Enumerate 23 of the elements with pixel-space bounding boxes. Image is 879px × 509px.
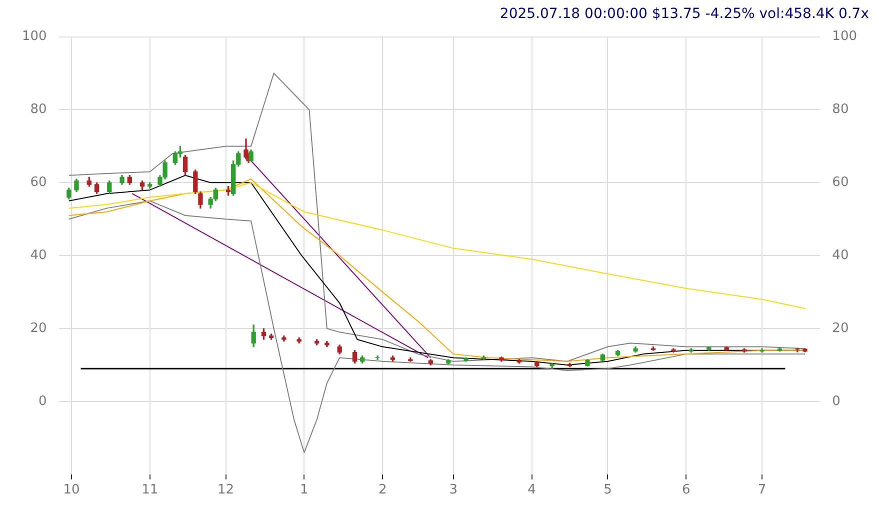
- y2-tick-label: 100: [832, 29, 858, 44]
- y-tick-label: 20: [30, 320, 47, 336]
- y-tick-label: 80: [30, 102, 47, 118]
- y-tick-label: 100: [22, 29, 47, 44]
- x-tick-label: 12: [217, 482, 234, 498]
- x-tick-label: 2: [378, 482, 387, 498]
- y-tick-label: 60: [30, 175, 47, 190]
- y2-tick-label: 0: [832, 394, 840, 409]
- x-tick-label: 11: [142, 482, 158, 498]
- y2-tick-label: 40: [832, 248, 849, 263]
- x-tick-label: 5: [604, 482, 612, 498]
- y-tick-label: 0: [38, 394, 47, 409]
- x-tick-label: 3: [449, 482, 458, 498]
- x-tick-label: 7: [758, 482, 766, 498]
- x-tick-label: 1: [300, 482, 308, 498]
- x-tick-label: 4: [528, 482, 536, 498]
- x-tick-label: 10: [63, 482, 80, 498]
- chart-title: 2025.07.18 00:00:00 $13.75 -4.25% vol:458.4K 0.7x: [500, 6, 869, 22]
- x-tick-label: 6: [682, 482, 690, 498]
- y-tick-label: 40: [30, 248, 47, 263]
- y2-tick-label: 60: [832, 175, 849, 190]
- y2-tick-label: 20: [832, 320, 849, 336]
- y2-tick-label: 80: [832, 102, 849, 118]
